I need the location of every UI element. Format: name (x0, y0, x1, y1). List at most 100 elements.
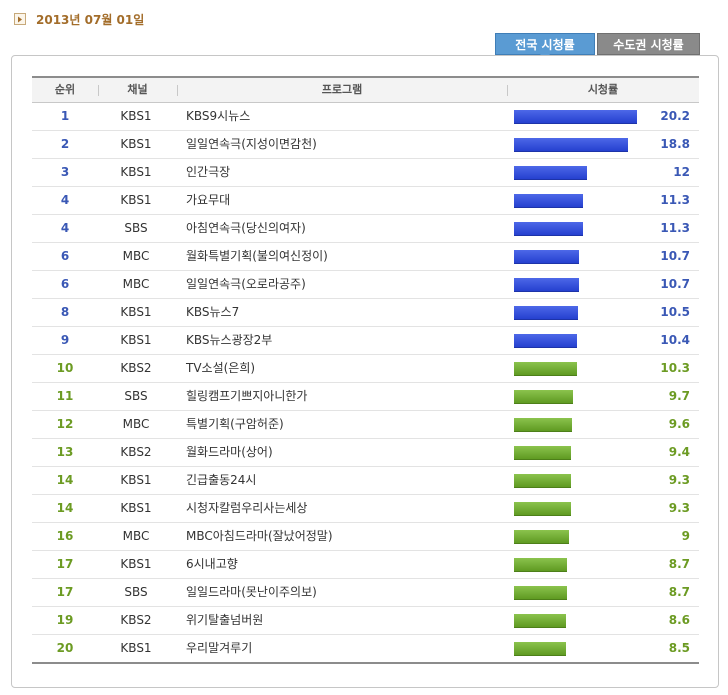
table-row: 14 KBS1 시청자칼럼우리사는세상 9.3 (32, 495, 699, 523)
tab-capital-rating[interactable]: 수도권 시청률 (597, 33, 700, 55)
channel-cell: KBS1 (120, 109, 152, 123)
channel-cell: SBS (124, 389, 148, 403)
program-cell[interactable]: 가요무대 (186, 193, 231, 207)
rank-cell: 17 (56, 585, 74, 599)
table-row: 10 KBS2 TV소설(은희) 10.3 (32, 355, 699, 383)
channel-cell: KBS1 (120, 641, 152, 655)
table-row: 16 MBC MBC아침드라마(잘났어정말) 9 (32, 523, 699, 551)
rating-bar (514, 502, 571, 516)
rating-value: 8.7 (668, 585, 690, 599)
program-cell[interactable]: 6시내고향 (186, 557, 238, 571)
table-row: 2 KBS1 일일연속극(지성이면감천) 18.8 (32, 131, 699, 159)
tab-national-rating[interactable]: 전국 시청률 (495, 33, 595, 60)
program-cell[interactable]: 월화특별기획(불의여신정이) (186, 249, 328, 263)
program-cell[interactable]: KBS뉴스광장2부 (186, 333, 273, 347)
rating-bar (514, 530, 569, 544)
channel-cell: KBS1 (120, 165, 152, 179)
rating-value: 11.3 (660, 193, 690, 207)
table-header: 순위 채널 프로그램 시청률 (32, 76, 699, 103)
ratings-panel: 순위 채널 프로그램 시청률 1 KBS1 KBS9시뉴스 20.2 2 KBS1 일일연속… (11, 55, 719, 688)
header-divider (98, 85, 99, 96)
program-cell[interactable]: KBS9시뉴스 (186, 109, 251, 123)
rating-value: 12 (673, 165, 690, 179)
rating-bar (514, 166, 587, 180)
program-cell[interactable]: KBS뉴스7 (186, 305, 240, 319)
table-row: 9 KBS1 KBS뉴스광장2부 10.4 (32, 327, 699, 355)
program-cell[interactable]: 힐링캠프기쁘지아니한가 (186, 389, 308, 403)
program-cell[interactable]: 아침연속극(당신의여자) (186, 221, 306, 235)
rank-cell: 11 (56, 389, 74, 403)
program-cell[interactable]: 월화드라마(상어) (186, 445, 273, 459)
ratings-table: 순위 채널 프로그램 시청률 1 KBS1 KBS9시뉴스 20.2 2 KBS1 일일연속… (32, 76, 699, 664)
program-cell[interactable]: 일일드라마(못난이주의보) (186, 585, 317, 599)
rank-cell: 9 (60, 333, 70, 347)
table-row: 1 KBS1 KBS9시뉴스 20.2 (32, 103, 699, 131)
rating-value: 9.3 (668, 501, 690, 515)
rating-value: 9.4 (668, 445, 690, 459)
table-row: 12 MBC 특별기획(구암허준) 9.6 (32, 411, 699, 439)
channel-cell: KBS1 (120, 305, 152, 319)
column-header-rating: 시청률 (587, 83, 619, 96)
rating-bar (514, 222, 583, 236)
program-cell[interactable]: 특별기획(구암허준) (186, 417, 284, 431)
program-cell[interactable]: 위기탈출넘버원 (186, 613, 264, 627)
column-header-channel: 채널 (127, 83, 148, 96)
program-cell[interactable]: MBC아침드라마(잘났어정말) (186, 529, 333, 543)
program-cell[interactable]: 인간극장 (186, 165, 231, 179)
program-cell[interactable]: 일일연속극(오로라공주) (186, 277, 306, 291)
rating-value: 9.6 (668, 417, 690, 431)
channel-cell: MBC (122, 417, 150, 431)
column-header-rank: 순위 (54, 83, 76, 96)
rank-cell: 14 (56, 473, 74, 487)
rating-value: 8.6 (668, 613, 690, 627)
table-row: 17 KBS1 6시내고향 8.7 (32, 551, 699, 579)
table-row: 20 KBS1 우리말겨루기 8.5 (32, 635, 699, 664)
rating-bar (514, 446, 571, 460)
rating-bar (514, 110, 637, 124)
rank-cell: 1 (60, 109, 70, 123)
rank-cell: 6 (60, 277, 70, 291)
channel-cell: KBS2 (120, 445, 152, 459)
channel-cell: KBS1 (120, 193, 152, 207)
rank-cell: 10 (56, 361, 74, 375)
rating-bar (514, 586, 567, 600)
rank-cell: 2 (60, 137, 70, 151)
rank-cell: 4 (60, 193, 70, 207)
rating-value: 10.3 (660, 361, 690, 375)
date-label: 2013년 07월 01일 (36, 12, 145, 27)
table-row: 19 KBS2 위기탈출넘버원 8.6 (32, 607, 699, 635)
rating-bar (514, 642, 566, 656)
rating-bar (514, 558, 567, 572)
rank-cell: 13 (56, 445, 74, 459)
program-cell[interactable]: 우리말겨루기 (186, 641, 253, 655)
table-row: 13 KBS2 월화드라마(상어) 9.4 (32, 439, 699, 467)
rating-value: 10.5 (660, 305, 690, 319)
table-row: 11 SBS 힐링캠프기쁘지아니한가 9.7 (32, 383, 699, 411)
rank-cell: 19 (56, 613, 74, 627)
rating-bar (514, 334, 577, 348)
rank-cell: 6 (60, 249, 70, 263)
rating-value: 8.7 (668, 557, 690, 571)
rating-value: 11.3 (660, 221, 690, 235)
rank-cell: 14 (56, 501, 74, 515)
rank-cell: 12 (56, 417, 74, 431)
rating-bar (514, 390, 573, 404)
arrow-right-icon[interactable] (14, 13, 26, 25)
rank-cell: 4 (60, 221, 70, 235)
rating-bar (514, 306, 578, 320)
rating-value: 9.7 (668, 389, 690, 403)
rating-value: 10.4 (660, 333, 690, 347)
program-cell[interactable]: TV소설(은희) (186, 361, 256, 375)
program-cell[interactable]: 시청자칼럼우리사는세상 (186, 501, 308, 515)
rating-value: 9.3 (668, 473, 690, 487)
rank-cell: 20 (56, 641, 74, 655)
program-cell[interactable]: 긴급출동24시 (186, 473, 257, 487)
channel-cell: KBS1 (120, 473, 152, 487)
channel-cell: MBC (122, 529, 150, 543)
rating-value: 8.5 (668, 641, 690, 655)
program-cell[interactable]: 일일연속극(지성이면감천) (186, 137, 317, 151)
table-row: 3 KBS1 인간극장 12 (32, 159, 699, 187)
rating-value: 20.2 (660, 109, 690, 123)
channel-cell: KBS1 (120, 557, 152, 571)
channel-cell: KBS1 (120, 137, 152, 151)
